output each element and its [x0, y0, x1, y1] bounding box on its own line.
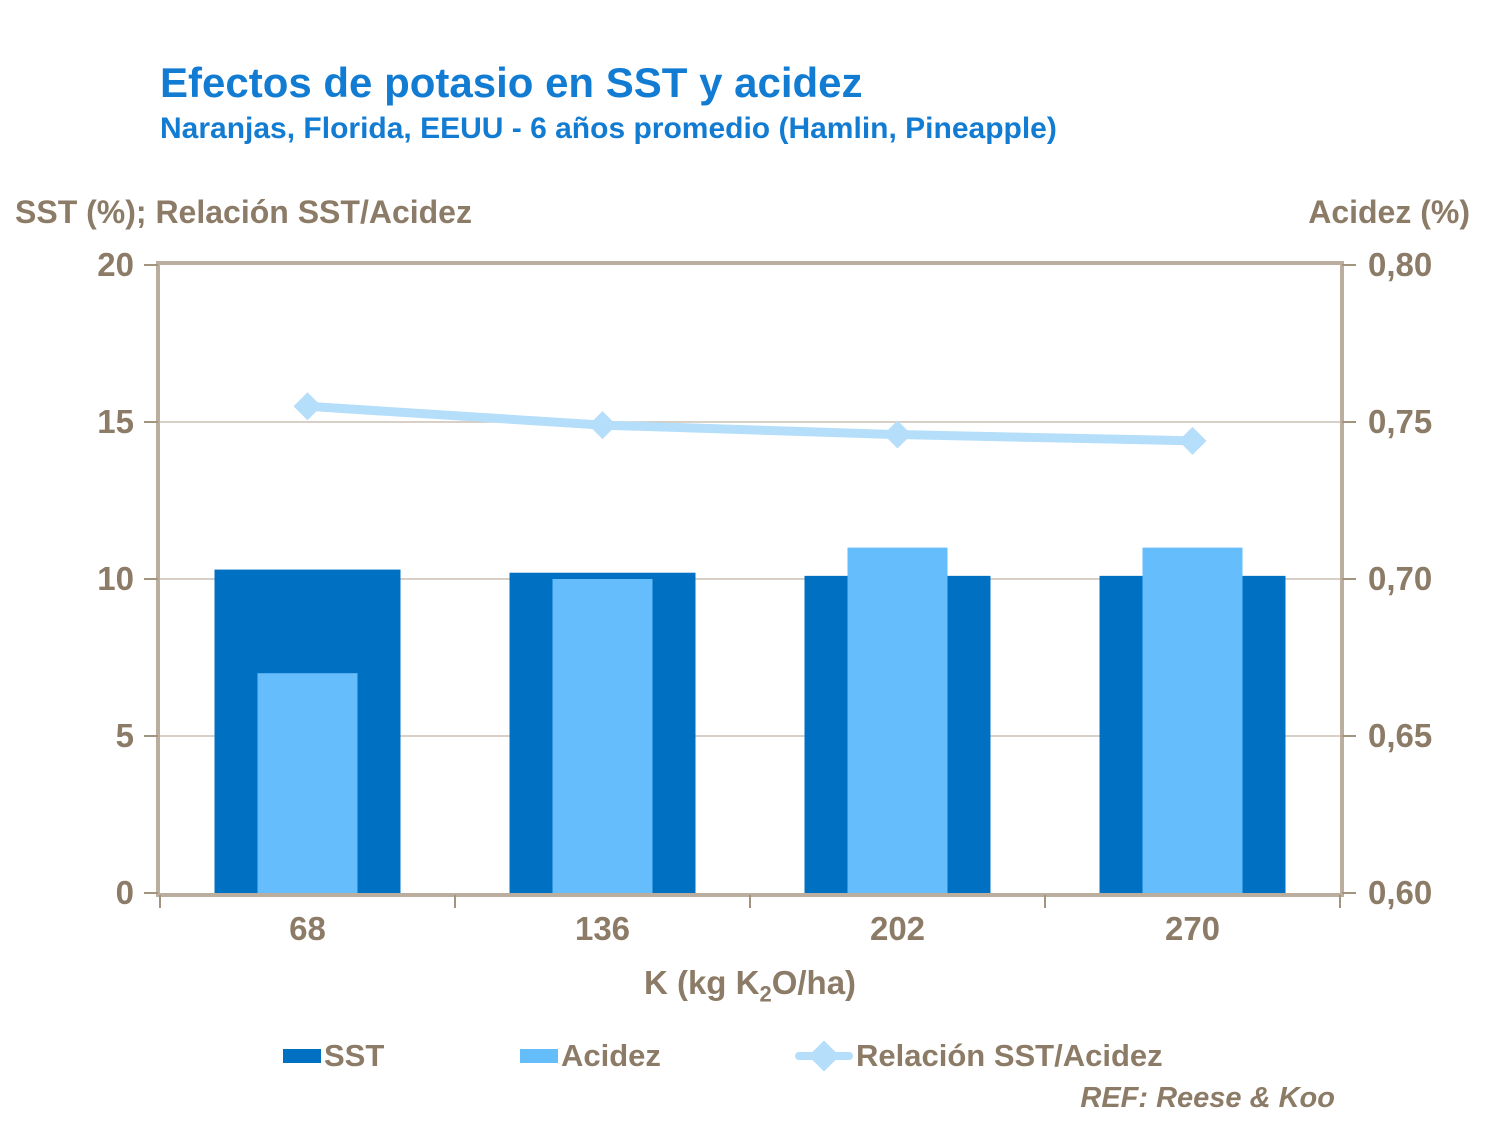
legend-item-sst: SST: [283, 1034, 384, 1078]
right-axis-title: Acidez (%): [1308, 194, 1470, 230]
legend-label: Relación SST/Acidez: [856, 1038, 1163, 1073]
ratio-line: [307, 401, 1193, 446]
left-tick-mark: [144, 892, 158, 894]
left-tick-label: 10: [97, 560, 134, 597]
left-tick-mark: [144, 421, 158, 423]
right-tick-mark: [1342, 421, 1356, 423]
x-axis-title-subscript: 2: [759, 981, 772, 1007]
left-tick-mark: [144, 735, 158, 737]
legend-item-ratio: Relación SST/Acidez: [795, 1034, 1163, 1078]
left-tick-label: 15: [97, 403, 134, 440]
right-tick-mark: [1342, 735, 1356, 737]
right-tick-mark: [1342, 264, 1356, 266]
plot-area: [156, 261, 1344, 897]
x-axis-title: K (kg K2O/ha): [156, 964, 1344, 1008]
x-tick-mark: [454, 895, 456, 908]
left-tick-mark: [144, 264, 158, 266]
acidez-bar-68: [257, 673, 358, 893]
left-tick-mark: [144, 578, 158, 580]
chart-title: Efectos de potasio en SST y acidez: [160, 59, 863, 106]
sst-legend-swatch: [283, 1049, 321, 1063]
right-tick-label: 0,60: [1368, 874, 1433, 911]
acidez-bar-202: [847, 547, 948, 893]
reference-note: REF: Reese & Koo: [1080, 1082, 1335, 1114]
x-tick-mark: [159, 895, 161, 908]
category-label-202: 202: [869, 910, 926, 947]
diamond-icon: [808, 1040, 840, 1072]
ratio-marker-202: [883, 420, 912, 449]
acidez-bar-136: [552, 579, 653, 893]
acidez-legend-swatch: [520, 1049, 558, 1063]
legend-label: Acidez: [561, 1038, 661, 1073]
right-tick-mark: [1342, 578, 1356, 580]
left-tick-label: 0: [115, 874, 134, 911]
right-tick-label: 0,65: [1368, 717, 1433, 754]
chart-canvas: [160, 392, 1340, 893]
legend-item-acidez: Acidez: [520, 1034, 661, 1078]
left-tick-label: 5: [115, 717, 134, 754]
chart-subtitle: Naranjas, Florida, EEUU - 6 años promedi…: [160, 112, 1057, 145]
category-label-136: 136: [574, 910, 631, 947]
x-tick-mark: [1339, 895, 1341, 908]
acidez-bar-270: [1142, 547, 1243, 893]
ratio-marker-68: [293, 392, 322, 421]
ratio-legend-marker: [795, 1040, 853, 1072]
legend-label: SST: [324, 1038, 385, 1073]
x-tick-mark: [749, 895, 751, 908]
category-label-270: 270: [1164, 910, 1221, 947]
category-label-68: 68: [289, 910, 326, 947]
left-axis-title: SST (%); Relación SST/Acidez: [15, 194, 472, 230]
right-tick-label: 0,75: [1368, 403, 1433, 440]
x-axis-title-prefix: K (kg K: [643, 964, 760, 1001]
right-tick-label: 0,70: [1368, 560, 1433, 597]
left-tick-label: 20: [97, 246, 134, 283]
right-tick-label: 0,80: [1368, 246, 1433, 283]
ratio-marker-136: [588, 411, 617, 440]
x-axis-title-suffix: O/ha): [771, 964, 857, 1001]
legend: SST Acidez Relación SST/Acidez: [0, 1034, 1500, 1078]
x-tick-mark: [1044, 895, 1046, 908]
right-tick-mark: [1342, 892, 1356, 894]
ratio-marker-270: [1178, 426, 1207, 455]
